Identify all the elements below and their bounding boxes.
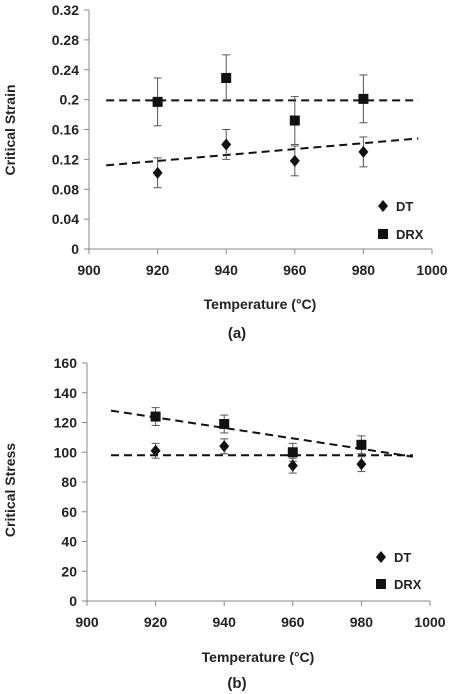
panel-a-caption: (a) [228, 325, 246, 342]
dt-point [219, 440, 230, 453]
panel-a-x-tick-labels: 900 920 940 960 980 1000 [77, 262, 447, 278]
panel-a-y-tick-labels: 0 0.04 0.08 0.12 0.16 0.2 0.24 0.28 0.32 [52, 2, 79, 257]
panel-b-y-axis-title: Critical Stress [2, 443, 18, 537]
x-tick-label: 980 [350, 614, 374, 630]
x-tick-label: 920 [146, 262, 170, 278]
x-tick-label: 900 [75, 614, 99, 630]
panel-b-x-tick-labels: 900 920 940 960 980 1000 [75, 614, 445, 630]
legend-diamond-marker [378, 200, 388, 212]
y-tick-label: 0.12 [52, 151, 79, 167]
legend-label: DRX [396, 227, 424, 242]
y-tick-label: 0.2 [60, 92, 80, 108]
dt-point [150, 444, 161, 457]
panel-b-data-points [150, 411, 367, 472]
x-tick-label: 940 [213, 614, 237, 630]
panel-b: 0 20 40 60 80 100 120 140 160 900 920 940 960 980 100… [2, 355, 446, 692]
y-tick-label: 0.32 [52, 2, 79, 18]
x-tick-label: 900 [77, 262, 101, 278]
x-tick-label: 940 [215, 262, 239, 278]
panel-b-caption: (b) [227, 675, 246, 692]
x-tick-label: 980 [352, 262, 376, 278]
y-tick-label: 120 [54, 415, 78, 431]
panel-a-error-bars [153, 54, 368, 189]
legend-label: DT [394, 550, 411, 565]
y-tick-label: 140 [54, 385, 78, 401]
panel-b-legend: DT DRX [376, 550, 422, 592]
y-tick-label: 100 [54, 444, 78, 460]
y-tick-label: 0 [69, 593, 77, 609]
panel-a-x-axis-title: Temperature (°C) [204, 296, 317, 312]
y-tick-label: 20 [61, 563, 77, 579]
panel-a-legend: DT DRX [378, 199, 424, 242]
trendline [106, 137, 419, 167]
panel-b-x-axis-title: Temperature (°C) [202, 649, 315, 665]
y-tick-label: 40 [61, 534, 77, 550]
drx-point [356, 439, 367, 450]
panel-b-y-tick-labels: 0 20 40 60 80 100 120 140 160 [54, 355, 78, 609]
dt-point [358, 145, 369, 158]
dt-point [152, 166, 163, 179]
panel-a-axes [84, 9, 433, 254]
drx-point [358, 93, 369, 104]
legend-square-marker [376, 579, 386, 589]
legend-label: DRX [394, 577, 422, 592]
drx-point [150, 411, 161, 422]
dt-point [221, 138, 232, 151]
drx-point [287, 447, 298, 458]
panel-a-y-axis-title: Critical Strain [2, 84, 18, 175]
panel-b-axes [82, 362, 431, 606]
y-tick-label: 0.08 [52, 181, 79, 197]
legend-label: DT [396, 199, 413, 214]
y-tick-label: 160 [54, 355, 78, 371]
panel-a-trendlines [106, 99, 419, 167]
legend-diamond-marker [376, 551, 386, 563]
y-tick-label: 0.24 [52, 62, 79, 78]
x-tick-label: 1000 [414, 614, 445, 630]
y-tick-label: 0.16 [52, 122, 79, 138]
dt-point [287, 459, 298, 472]
drx-point [152, 96, 163, 107]
y-tick-label: 80 [61, 474, 77, 490]
panel-a-data-points [152, 72, 369, 179]
y-tick-label: 60 [61, 504, 77, 520]
panel-b-error-bars [151, 407, 366, 474]
legend-square-marker [378, 229, 388, 239]
x-tick-label: 960 [281, 614, 305, 630]
drx-point [221, 72, 232, 83]
y-tick-label: 0.28 [52, 32, 79, 48]
x-tick-label: 1000 [416, 262, 447, 278]
dt-point [356, 458, 367, 471]
drx-point [219, 418, 230, 429]
y-tick-label: 0 [71, 241, 79, 257]
drx-point [289, 115, 300, 126]
dt-point [289, 154, 300, 167]
panel-a: 00.040.080.120.160.20.240.280.32 900 920 9… [2, 2, 448, 342]
x-tick-label: 960 [283, 262, 307, 278]
y-tick-label: 0.04 [52, 211, 79, 227]
x-tick-label: 920 [144, 614, 168, 630]
